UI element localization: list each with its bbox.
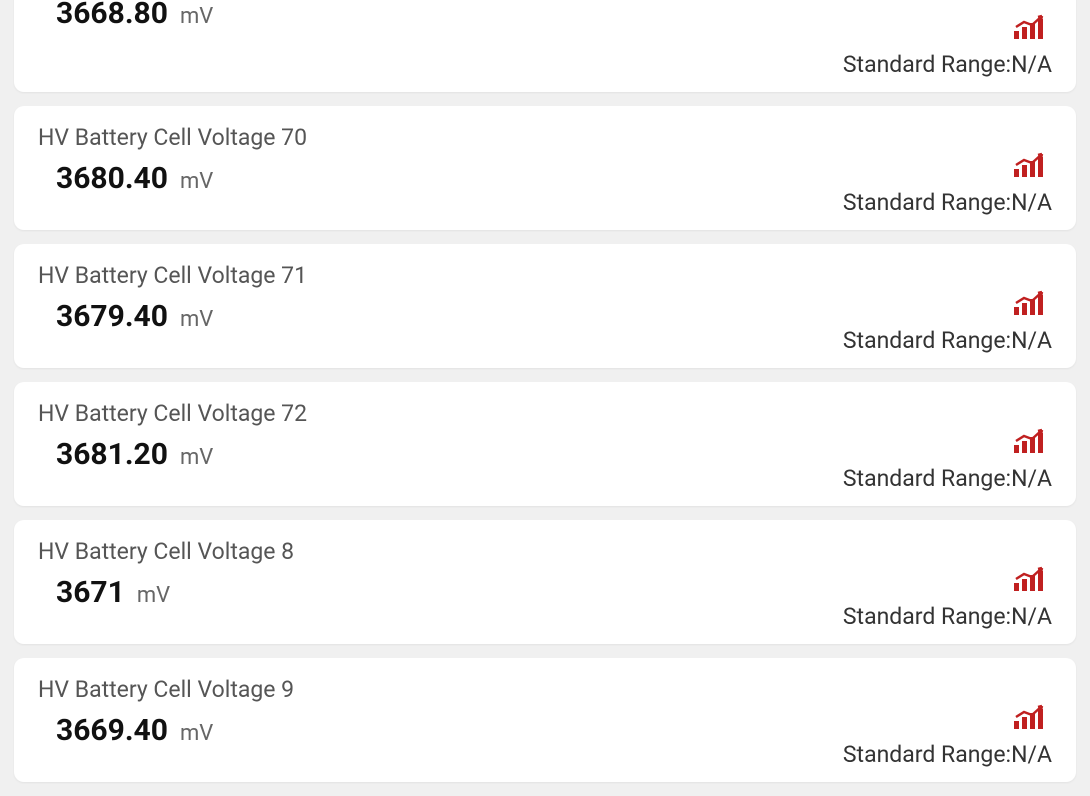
range-label: Standard Range: <box>843 189 1011 216</box>
chart-icon[interactable] <box>1012 151 1052 183</box>
range-value: N/A <box>1011 189 1052 216</box>
range-value: N/A <box>1011 327 1052 354</box>
chart-icon[interactable] <box>1012 427 1052 459</box>
reading-title: HV Battery Cell Voltage 71 <box>38 262 1052 289</box>
reading-value: 3668.80 <box>56 0 168 31</box>
range-label: Standard Range: <box>843 741 1011 768</box>
range-label: Standard Range: <box>843 327 1011 354</box>
reading-card[interactable]: 3668.80 mV Standard Range:N/A <box>14 0 1076 92</box>
range-label: Standard Range: <box>843 51 1011 78</box>
range-value: N/A <box>1011 51 1052 78</box>
reading-card[interactable]: HV Battery Cell Voltage 9 3669.40 mV Sta… <box>14 658 1076 782</box>
reading-unit: mV <box>180 721 213 746</box>
range-label: Standard Range: <box>843 465 1011 492</box>
reading-value: 3669.40 <box>56 713 168 748</box>
reading-card[interactable]: HV Battery Cell Voltage 72 3681.20 mV St… <box>14 382 1076 506</box>
reading-unit: mV <box>180 445 213 470</box>
range-label: Standard Range: <box>843 603 1011 630</box>
reading-unit: mV <box>180 307 213 332</box>
chart-icon[interactable] <box>1012 13 1052 45</box>
reading-card[interactable]: HV Battery Cell Voltage 8 3671 mV Standa… <box>14 520 1076 644</box>
reading-value: 3680.40 <box>56 161 168 196</box>
reading-unit: mV <box>180 4 213 29</box>
chart-icon[interactable] <box>1012 565 1052 597</box>
reading-value: 3681.20 <box>56 437 168 472</box>
range-value: N/A <box>1011 603 1052 630</box>
reading-title: HV Battery Cell Voltage 72 <box>38 400 1052 427</box>
reading-unit: mV <box>180 169 213 194</box>
reading-card[interactable]: HV Battery Cell Voltage 71 3679.40 mV St… <box>14 244 1076 368</box>
chart-icon[interactable] <box>1012 703 1052 735</box>
range-value: N/A <box>1011 465 1052 492</box>
reading-unit: mV <box>137 583 170 608</box>
range-value: N/A <box>1011 741 1052 768</box>
reading-title: HV Battery Cell Voltage 70 <box>38 124 1052 151</box>
reading-value: 3679.40 <box>56 299 168 334</box>
reading-value: 3671 <box>56 575 125 610</box>
reading-title: HV Battery Cell Voltage 8 <box>38 538 1052 565</box>
reading-title: HV Battery Cell Voltage 9 <box>38 676 1052 703</box>
chart-icon[interactable] <box>1012 289 1052 321</box>
readings-list[interactable]: 3668.80 mV Standard Range:N/A HV Battery… <box>0 50 1090 796</box>
reading-card[interactable]: HV Battery Cell Voltage 70 3680.40 mV St… <box>14 106 1076 230</box>
